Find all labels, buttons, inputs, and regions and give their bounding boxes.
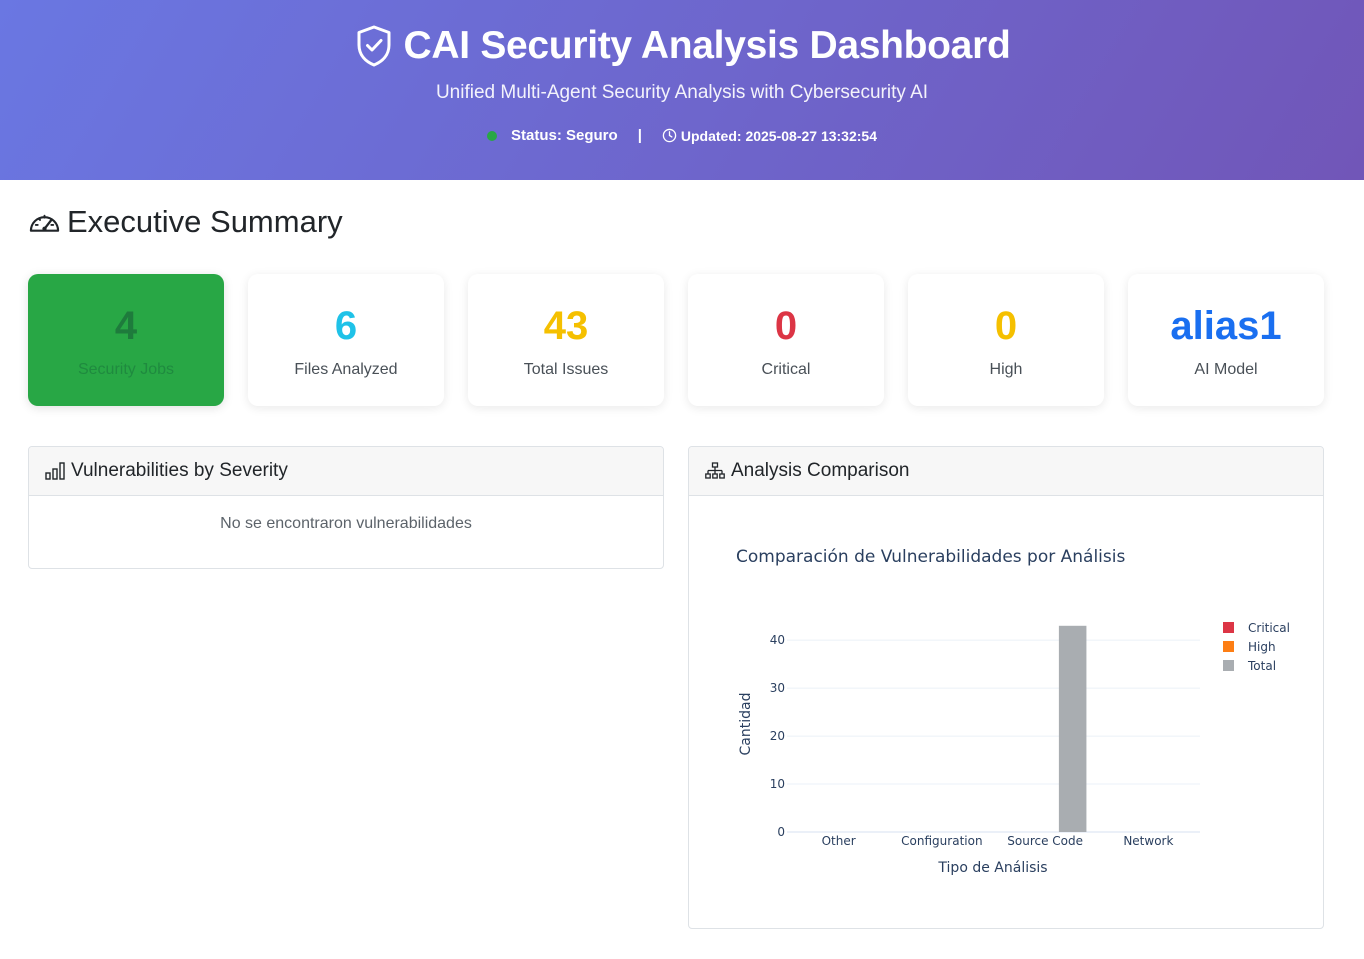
x-tick-label: Source Code	[1007, 834, 1083, 848]
legend-swatch	[1223, 622, 1234, 633]
metric-card-security-jobs: 4 Security Jobs	[28, 274, 224, 406]
metric-card-critical: 0 Critical	[688, 274, 884, 406]
shield-check-icon	[357, 25, 391, 67]
metrics-row: 4 Security Jobs 6 Files Analyzed 43 Tota…	[28, 274, 1324, 406]
speedometer-icon	[29, 214, 60, 232]
metric-card-files-analyzed: 6 Files Analyzed	[248, 274, 444, 406]
metric-value: 4	[114, 304, 138, 348]
y-tick-label: 0	[777, 825, 785, 839]
metric-value: 43	[543, 304, 589, 348]
y-tick-label: 30	[770, 681, 785, 695]
comparison-chart-container: Comparación de Vulnerabilidades por Anál…	[689, 496, 1323, 928]
legend-label: High	[1248, 640, 1276, 654]
metric-label: AI Model	[1194, 361, 1258, 378]
x-tick-label: Network	[1123, 834, 1173, 848]
page-title: CAI Security Analysis Dashboard	[403, 24, 1011, 67]
y-tick-label: 20	[770, 729, 785, 743]
legend-label: Total	[1247, 659, 1276, 673]
status-dot-icon	[487, 130, 497, 141]
page-subtitle: Unified Multi-Agent Security Analysis wi…	[435, 82, 929, 103]
y-tick-label: 10	[770, 777, 785, 791]
comparison-card-header: Analysis Comparison	[689, 447, 1323, 496]
metric-value: alias1	[1170, 304, 1282, 348]
comparison-card: Analysis Comparison Comparación de Vulne…	[688, 446, 1324, 929]
bar-chart-icon	[45, 462, 65, 480]
y-tick-label: 40	[770, 633, 785, 647]
metric-card-ai-model: alias1 AI Model	[1128, 274, 1324, 406]
metric-label: Security Jobs	[77, 361, 175, 378]
status-text: Status: Seguro	[511, 127, 618, 144]
bar-total	[1058, 625, 1087, 832]
chart-title: Comparación de Vulnerabilidades por Anál…	[736, 547, 1125, 567]
x-tick-label: Other	[822, 834, 856, 848]
metric-card-high: 0 High	[908, 274, 1104, 406]
comparison-chart: Comparación de Vulnerabilidades por Anál…	[736, 547, 1290, 876]
severity-card: Vulnerabilities by Severity No se encont…	[28, 446, 664, 569]
status-bar: Status: Seguro | Updated: 2025-08-27 13:…	[0, 127, 1364, 144]
metric-label: Total Issues	[523, 361, 609, 378]
updated-timestamp: Updated: 2025-08-27 13:32:54	[680, 127, 877, 144]
x-tick-label: Configuration	[901, 834, 982, 848]
y-axis-title: Cantidad	[738, 693, 754, 756]
empty-state-message: No se encontraron vulnerabilidades	[220, 515, 472, 532]
metric-card-total-issues: 43 Total Issues	[468, 274, 664, 406]
comparison-card-title: Analysis Comparison	[731, 460, 910, 481]
severity-card-header: Vulnerabilities by Severity	[29, 447, 663, 496]
metric-value: 0	[994, 304, 1018, 348]
clock-icon	[662, 128, 677, 143]
severity-card-title: Vulnerabilities by Severity	[71, 460, 288, 481]
legend-label: Critical	[1248, 621, 1290, 635]
section-title: Executive Summary	[67, 204, 343, 239]
metric-value: 0	[774, 304, 798, 348]
status-separator: |	[637, 127, 642, 144]
metric-label: Critical	[761, 361, 811, 378]
metric-value: 6	[334, 304, 358, 348]
x-axis-title: Tipo de Análisis	[937, 860, 1047, 876]
metric-label: Files Analyzed	[294, 361, 398, 378]
diagram-icon	[705, 462, 725, 479]
metric-label: High	[989, 361, 1023, 378]
legend-swatch	[1223, 641, 1234, 652]
header-title-row: CAI Security Analysis Dashboard	[0, 24, 1364, 68]
legend-swatch	[1223, 660, 1234, 671]
executive-summary-heading: Executive Summary	[28, 204, 343, 240]
dashboard-header: CAI Security Analysis Dashboard Unified …	[0, 0, 1364, 180]
